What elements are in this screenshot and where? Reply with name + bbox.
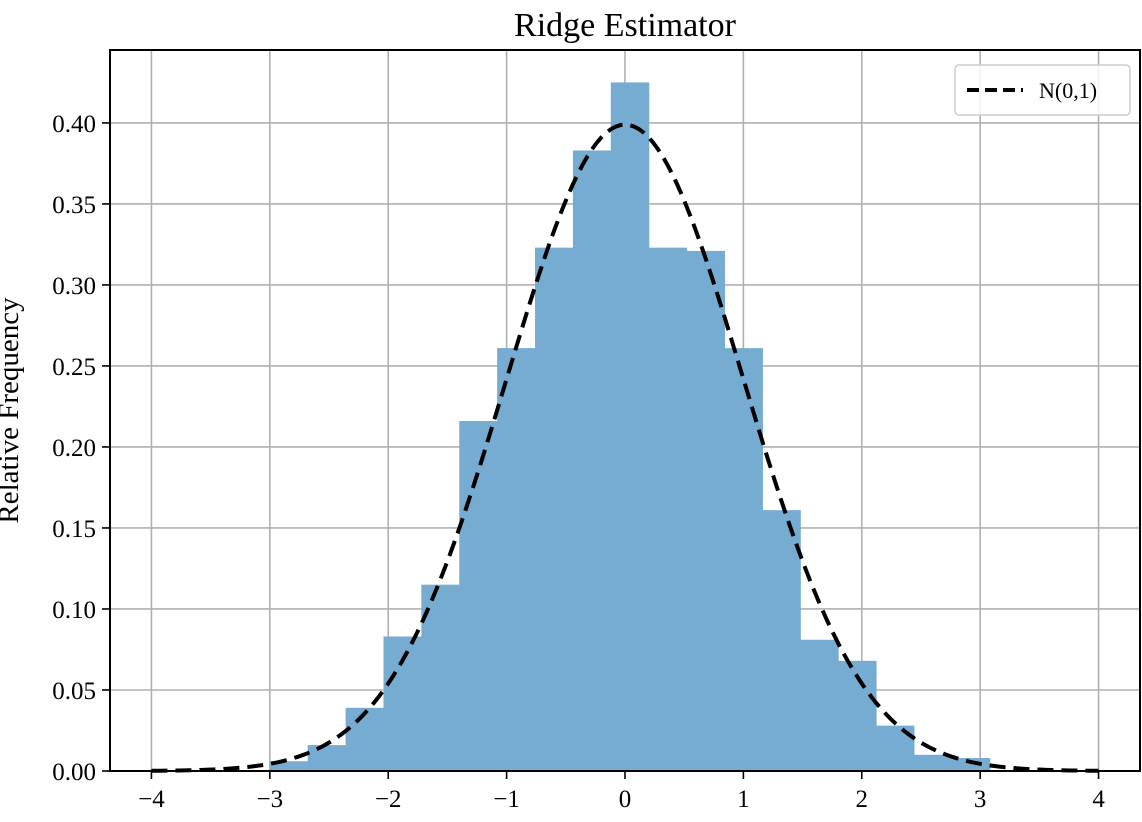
axes bbox=[102, 49, 1141, 779]
histogram-bar bbox=[800, 639, 839, 771]
y-tick-label: 0.25 bbox=[52, 354, 96, 381]
x-tick-label: −1 bbox=[493, 786, 520, 813]
y-tick-label: 0.40 bbox=[52, 111, 96, 138]
histogram-bars bbox=[269, 82, 991, 772]
histogram-bar bbox=[459, 421, 498, 771]
histogram-bar bbox=[421, 584, 460, 771]
legend-box bbox=[954, 64, 1131, 116]
tick-labels: −4 −3 −2 −1 0 1 2 3 4 0.00 0.05 0.10 0.15 0.20 0.25 0.3… bbox=[52, 111, 1105, 813]
y-tick-label: 0.20 bbox=[52, 435, 96, 462]
histogram-bar bbox=[572, 150, 612, 772]
histogram-bar bbox=[610, 82, 650, 772]
histogram-bar bbox=[648, 247, 688, 771]
y-tick-label: 0.00 bbox=[52, 759, 96, 786]
x-tick-label: −2 bbox=[375, 786, 402, 813]
y-axis-label: Relative Frequency bbox=[0, 297, 25, 524]
x-tick-label: 0 bbox=[619, 786, 632, 813]
x-tick-label: 1 bbox=[737, 786, 750, 813]
y-tick-label: 0.05 bbox=[52, 678, 96, 705]
x-tick-label: −3 bbox=[257, 786, 284, 813]
histogram-bar bbox=[724, 348, 763, 771]
x-tick-label: 2 bbox=[856, 786, 869, 813]
histogram-bar bbox=[951, 758, 991, 771]
x-tick-label: −4 bbox=[138, 786, 165, 813]
histogram-bar bbox=[497, 348, 536, 771]
legend: N(0,1) bbox=[954, 64, 1131, 116]
y-tick-label: 0.30 bbox=[52, 273, 96, 300]
y-tick-label: 0.35 bbox=[52, 192, 96, 219]
legend-label: N(0,1) bbox=[1039, 78, 1097, 103]
normal-curve-line bbox=[151, 122, 1099, 773]
histogram-bar bbox=[269, 761, 309, 771]
y-tick-label: 0.10 bbox=[52, 597, 96, 624]
histogram-bar bbox=[307, 745, 347, 771]
x-tick-label: 3 bbox=[974, 786, 987, 813]
chart-title: Ridge Estimator bbox=[514, 7, 737, 44]
histogram-bar bbox=[535, 247, 574, 771]
y-tick-label: 0.15 bbox=[52, 516, 96, 543]
histogram-bar bbox=[913, 754, 953, 771]
histogram-bar bbox=[345, 707, 385, 771]
histogram-bar bbox=[762, 510, 801, 771]
x-tick-label: 4 bbox=[1092, 786, 1105, 813]
histogram-bar bbox=[686, 250, 726, 772]
